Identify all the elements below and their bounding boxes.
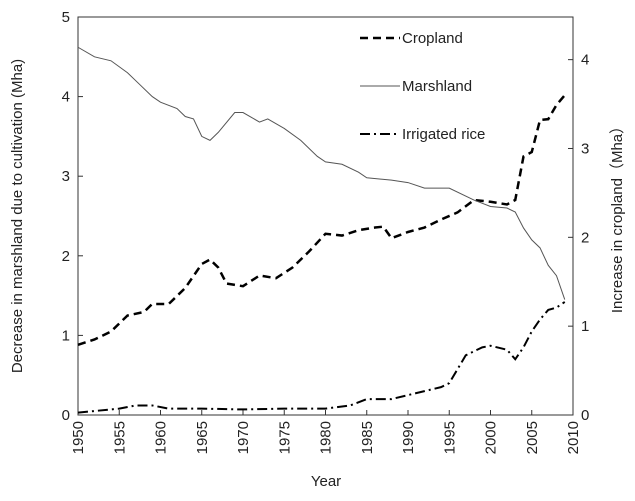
series-line	[77, 46, 566, 300]
x-tick-label: 1955	[111, 421, 128, 454]
y-axis-label: Decrease in marshland due to cultivation…	[9, 59, 26, 373]
x-tick-label: 1950	[70, 421, 87, 454]
y-tick-label: 5	[62, 9, 70, 26]
x-tick-label: 1970	[235, 421, 252, 454]
y2-tick-label: 1	[581, 318, 589, 335]
legend-label: Cropland	[402, 30, 463, 47]
x-tick-label: 1980	[318, 421, 335, 454]
y-tick-label: 1	[62, 327, 70, 344]
x-tick-label: 2005	[524, 421, 541, 454]
y2-tick-label: 2	[581, 229, 589, 246]
x-tick-label: 1995	[441, 421, 458, 454]
y-tick-label: 4	[62, 89, 70, 106]
y-tick-label: 3	[62, 168, 70, 185]
y2-axis-label: Increase in cropland（Mha）	[609, 119, 626, 313]
y2-tick-label: 4	[581, 52, 589, 69]
x-axis-label: Year	[311, 473, 341, 490]
y2-tick-label: 0	[581, 407, 589, 424]
legend-label: Marshland	[402, 78, 472, 95]
legend-label: Irrigated rice	[402, 126, 485, 143]
x-tick-label: 2010	[565, 421, 582, 454]
series-line	[77, 301, 566, 414]
x-tick-label: 1960	[153, 421, 170, 454]
y-tick-label: 0	[62, 407, 70, 424]
x-tick-label: 1990	[400, 421, 417, 454]
plot-frame	[77, 16, 574, 416]
x-tick-label: 2000	[483, 421, 500, 454]
x-tick-label: 1975	[276, 421, 293, 454]
x-tick-label: 1985	[359, 421, 376, 454]
y-tick-label: 2	[62, 248, 70, 265]
series-line	[77, 94, 566, 347]
x-tick-label: 1965	[194, 421, 211, 454]
y2-tick-label: 3	[581, 140, 589, 157]
